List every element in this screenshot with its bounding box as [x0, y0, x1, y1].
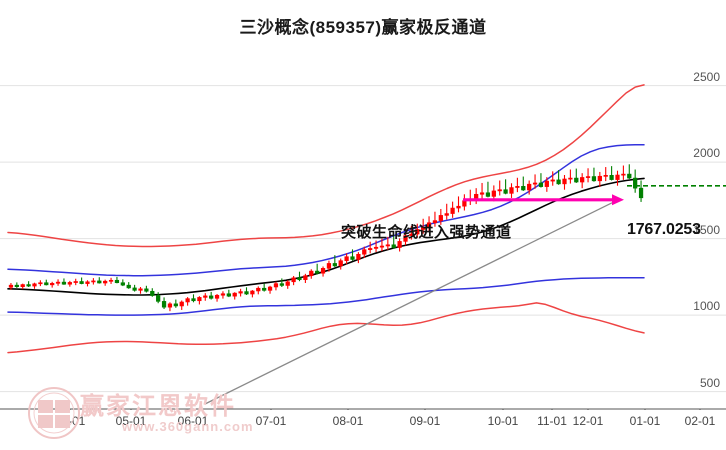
- x-axis-tick-label: 01-01: [629, 414, 661, 428]
- page-title: 三沙概念(859357)赢家极反通道: [239, 18, 487, 37]
- x-axis-tick-label: 10-01: [487, 414, 519, 428]
- x-axis-tick-label: 12-01: [572, 414, 604, 428]
- x-axis-tick-label: 04-01: [54, 414, 86, 428]
- candlesticks: [8, 164, 644, 312]
- chart-plot-area: [0, 52, 726, 410]
- x-axis-tick-label: 09-01: [409, 414, 441, 428]
- x-axis-tick-label: 02-01: [684, 414, 716, 428]
- y-axis-tick-label: 2000: [693, 146, 720, 161]
- y-axis-tick-label: 1000: [693, 299, 720, 314]
- overlay-markers: [0, 184, 726, 410]
- x-axis-tick-label: 06-01: [177, 414, 209, 428]
- x-axis-tick-label: 07-01: [255, 414, 287, 428]
- x-axis-tick-label: 11-01: [537, 414, 567, 428]
- channel-bands: [7, 84, 645, 354]
- x-axis-tick-label: 05-01: [115, 414, 147, 428]
- y-axis-tick-label: 2500: [693, 69, 720, 84]
- current-price-label: 1767.0253: [627, 221, 701, 238]
- callout-annotation: 突破生命线进入强势通道: [341, 224, 512, 241]
- y-axis-tick-label: 500: [699, 375, 720, 390]
- y-axis-tick-label: 1500: [693, 222, 720, 237]
- x-axis-tick-label: 08-01: [332, 414, 364, 428]
- candlestick-chart: [0, 84, 726, 410]
